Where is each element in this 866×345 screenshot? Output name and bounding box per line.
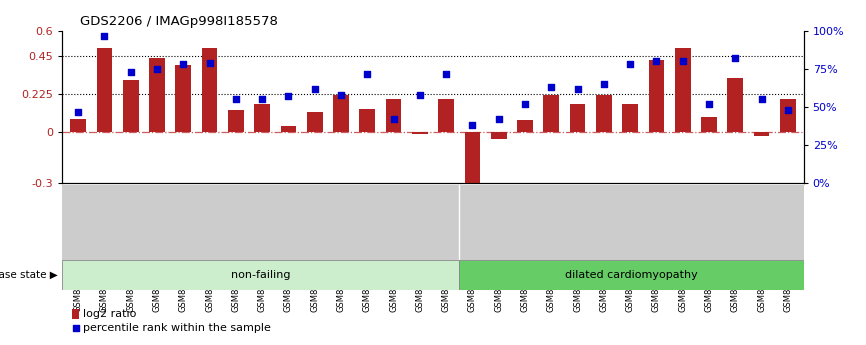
FancyBboxPatch shape [62,260,460,290]
Point [492,116,506,122]
Bar [543,95,559,132]
Bar [228,110,243,132]
Point [124,69,138,75]
Text: log2 ratio: log2 ratio [82,309,136,319]
Bar [570,104,585,132]
Bar [385,99,402,132]
Point [255,97,269,102]
Point [98,33,112,38]
Bar [255,104,270,132]
Text: disease state ▶: disease state ▶ [0,270,58,280]
Bar [70,119,86,132]
Bar [96,48,113,132]
Bar [202,48,217,132]
Bar [701,117,717,132]
FancyBboxPatch shape [460,260,804,290]
Bar [649,60,664,132]
Bar [464,132,481,186]
Bar [517,120,533,132]
Bar [281,126,296,132]
Point [466,122,480,128]
Point [728,56,742,61]
Point [571,86,585,91]
Point [203,60,216,66]
Point [650,59,663,64]
Point [150,66,164,72]
Point [360,71,374,76]
Bar [438,99,454,132]
Point [597,81,611,87]
Bar [596,95,611,132]
Bar [412,132,428,134]
Bar [675,48,690,132]
Point [281,93,295,99]
Point [307,86,321,91]
Bar [491,132,507,139]
Bar [123,80,139,132]
Point [229,97,242,102]
Point [545,85,559,90]
Point [386,116,400,122]
Text: non-failing: non-failing [231,270,291,280]
Bar [359,109,375,132]
Point [675,59,689,64]
Bar [149,58,165,132]
Point [702,101,716,107]
Point [624,62,637,67]
Point [71,109,85,114]
Point [334,92,348,98]
Bar [176,65,191,132]
Point [781,107,795,113]
Bar [780,99,796,132]
Point [754,97,768,102]
Point [518,101,532,107]
Bar [727,78,743,132]
Point [177,62,191,67]
Point [439,71,453,76]
Text: percentile rank within the sample: percentile rank within the sample [82,324,270,333]
Point [68,326,82,331]
Bar [333,95,349,132]
Point [413,92,427,98]
Bar [307,112,323,132]
Bar [623,104,638,132]
Bar [72,309,79,319]
Text: GDS2206 / IMAGp998I185578: GDS2206 / IMAGp998I185578 [80,14,277,28]
Text: dilated cardiomyopathy: dilated cardiomyopathy [565,270,698,280]
Bar [753,132,770,136]
